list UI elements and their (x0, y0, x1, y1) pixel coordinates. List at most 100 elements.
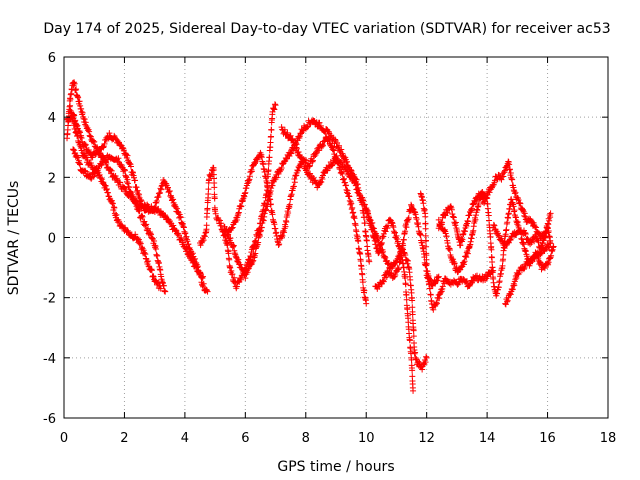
data-point (108, 167, 115, 174)
data-point (480, 191, 487, 198)
data-point (276, 241, 283, 248)
data-point (544, 241, 551, 248)
data-point (282, 223, 289, 230)
data-point (81, 167, 88, 174)
data-point (245, 177, 252, 184)
data-point (545, 259, 552, 266)
data-point (136, 207, 143, 214)
data-point (111, 204, 118, 211)
data-point (390, 224, 397, 231)
data-point (86, 132, 93, 139)
data-point (304, 124, 311, 131)
data-point (408, 356, 415, 363)
data-point (142, 251, 149, 258)
data-point (82, 142, 89, 149)
data-point (522, 229, 529, 236)
data-point (540, 246, 547, 253)
x-tick-label: 14 (479, 431, 496, 446)
data-point (300, 158, 307, 165)
data-point (373, 245, 380, 252)
data-point (287, 132, 294, 139)
data-point (74, 93, 81, 100)
data-point (197, 269, 203, 276)
data-point (415, 358, 422, 365)
data-point (130, 194, 137, 201)
series-track-i (363, 205, 417, 394)
data-point (137, 196, 144, 203)
data-point (515, 197, 522, 204)
data-point (87, 133, 94, 140)
y-tick-label: -6 (43, 412, 56, 427)
data-point (269, 211, 276, 218)
data-point (229, 224, 236, 231)
data-point (535, 239, 542, 246)
data-point (172, 227, 179, 234)
data-point (531, 238, 538, 245)
data-point (457, 242, 464, 249)
data-point (395, 265, 402, 272)
data-point (520, 241, 527, 248)
data-point (522, 248, 529, 255)
data-point (138, 212, 145, 219)
data-point (96, 171, 103, 178)
x-tick-label: 16 (539, 431, 556, 446)
data-point (489, 264, 496, 271)
data-point (347, 167, 354, 174)
data-point (545, 227, 552, 234)
data-point (522, 213, 529, 220)
data-point (119, 223, 126, 230)
data-point (238, 276, 245, 283)
data-point (134, 187, 141, 194)
data-point (500, 173, 507, 180)
data-point (288, 150, 295, 157)
data-point (405, 215, 412, 222)
data-point (75, 157, 82, 164)
data-point (155, 279, 162, 286)
data-point (417, 231, 424, 238)
data-point (107, 167, 114, 174)
data-point (458, 235, 465, 242)
x-tick-label: 2 (120, 431, 128, 446)
data-point (339, 170, 346, 177)
data-point (506, 290, 513, 297)
data-point (229, 271, 236, 278)
data-point (76, 160, 83, 167)
data-point (361, 287, 368, 294)
data-point (294, 167, 301, 174)
data-point (73, 128, 80, 135)
data-point (268, 126, 275, 133)
data-point (165, 189, 172, 196)
data-point (269, 182, 276, 189)
data-point (129, 193, 136, 200)
data-point (548, 252, 555, 259)
data-point (137, 240, 144, 247)
data-point (381, 253, 388, 260)
data-point (197, 270, 204, 277)
data-point (75, 94, 82, 101)
data-point (204, 205, 211, 212)
data-point (308, 158, 315, 165)
data-point (157, 285, 164, 292)
data-point (242, 189, 249, 196)
data-point (452, 222, 459, 229)
data-point (402, 251, 409, 258)
data-point (349, 204, 356, 211)
data-point (439, 283, 446, 290)
data-point (83, 154, 90, 161)
data-point (242, 275, 249, 282)
data-point (284, 129, 291, 136)
data-point (376, 283, 383, 290)
data-point (241, 193, 248, 200)
data-point (266, 154, 273, 161)
data-point (540, 264, 547, 271)
data-point (400, 236, 407, 243)
data-point (157, 282, 164, 289)
data-point (78, 108, 85, 115)
data-point (463, 249, 470, 256)
data-point (534, 235, 541, 242)
data-point (351, 179, 358, 186)
series-track-f (221, 117, 373, 282)
data-point (200, 237, 207, 244)
data-point (76, 98, 83, 105)
data-point (86, 128, 93, 135)
